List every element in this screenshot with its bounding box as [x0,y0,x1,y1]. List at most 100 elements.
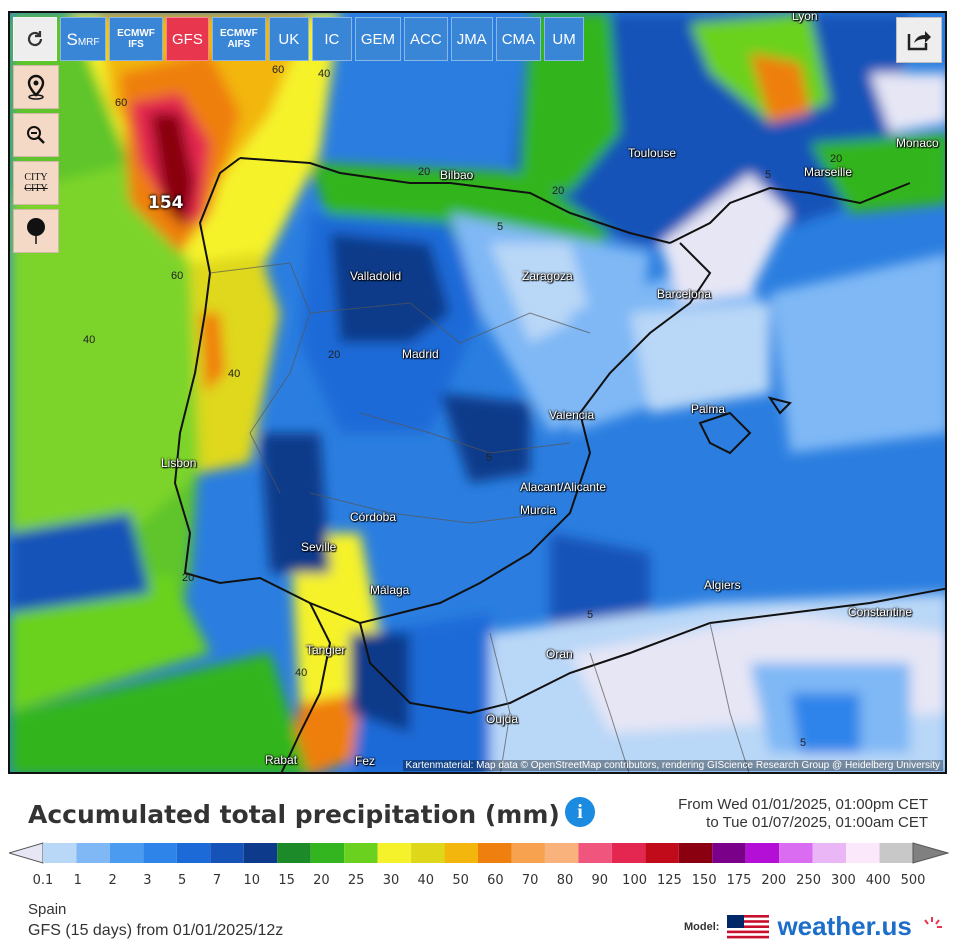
marker-button[interactable] [13,209,59,253]
legend-tick-label: 90 [591,873,609,888]
city-bilbao: Bilbao [440,168,474,182]
legend-tick-label: 2 [108,873,117,888]
legend-tick-label: 40 [417,873,435,888]
precipitation-map[interactable]: 154 60 40 60 60 40 20 20 5 5 20 20 40 5 … [8,11,947,774]
map-canvas [10,13,945,772]
contour-label: 40 [318,68,331,80]
chart-title: Accumulated total precipitation (mm) [28,800,560,829]
model-run-label: GFS (15 days) from 01/01/2025/12z [28,922,284,939]
refresh-button[interactable] [13,17,57,61]
contour-label: 5 [497,221,504,233]
forecast-period: From Wed 01/01/2025, 01:00pm CET to Tue … [678,796,928,832]
zoom-out-button[interactable] [13,113,59,157]
city-oran: Oran [546,647,573,661]
city-monaco: Monaco [896,136,939,150]
contour-label: 5 [765,169,772,181]
legend-tick-label: 125 [656,873,682,888]
legend-arrow-low [9,842,44,864]
legend-color-box [76,843,110,863]
refresh-icon [27,31,43,47]
city-toulouse: Toulouse [628,146,677,160]
legend-tick-label: 250 [796,873,822,888]
contour-label: 20 [830,153,843,165]
city-fes: Fez [355,754,376,768]
city-marseille: Marseille [804,165,853,179]
legend-tick-label: 150 [691,873,717,888]
model-button-um[interactable]: UM [544,17,585,61]
contour-label: 60 [115,97,128,109]
model-button-uk[interactable]: UK [268,17,309,61]
city-algiers: Algiers [704,578,741,592]
legend-tick-label: 500 [900,873,926,888]
legend-color-box [143,843,177,863]
legend-color-box [310,843,345,863]
legend-tick-label: 50 [452,873,469,888]
contour-label: 60 [272,64,285,76]
legend-color-box [812,843,847,863]
legend-tick-label: 15 [278,873,295,888]
legend-tick-label: 100 [622,873,648,888]
legend-color-box [745,843,780,863]
share-button[interactable] [896,17,942,63]
map-tools: CITY CITY [13,65,59,253]
share-icon [907,31,931,51]
contour-label: 20 [182,572,195,584]
model-button-acc[interactable]: ACC [404,17,448,61]
legend-color-box [846,843,880,863]
model-button-cma[interactable]: CMA [495,17,542,61]
city-madrid: Madrid [402,347,439,361]
city-alicante: Alacant/Alicante [520,480,607,494]
legend-color-box [176,843,211,863]
model-button-ic[interactable]: IC [311,17,352,61]
contour-label: 40 [228,368,241,380]
us-flag-icon [727,914,770,939]
city-lisbon: Lisbon [161,456,197,470]
contour-label: 5 [587,609,594,621]
legend-tick-label: 10 [243,873,261,888]
model-button-jma[interactable]: JMA [450,17,493,61]
model-label: Model: [684,920,720,933]
model-button-ecmwf-aifs[interactable]: ECMWF AIFS [211,17,266,61]
contour-label: 20 [328,349,341,361]
legend-color-box [712,843,746,863]
model-button-smrf[interactable]: S MRF [60,17,106,61]
legend-color-box [43,843,77,863]
legend-tick-label: 20 [313,873,330,888]
legend-tick-label: 25 [347,873,365,888]
brand-logo[interactable]: Model: weather.us [684,911,944,942]
max-value-label: 154 [148,193,184,213]
contour-label: 60 [171,270,184,282]
legend-color-box [645,843,679,863]
model-selector: S MRF ECMWF IFS GFS ECMWF AIFS UK IC GEM … [13,17,585,61]
city-murcia: Murcia [520,503,557,517]
legend-tick-label: 0.1 [32,873,54,888]
map-attribution: Kartenmaterial: Map data © OpenStreetMap… [402,760,943,771]
legend-tick-label: 5 [178,873,187,888]
map-pin-icon [27,74,45,100]
legend-tick-label: 60 [487,873,504,888]
city-cordoba: Córdoba [350,510,397,524]
city-seville: Seville [301,540,337,554]
sun-logo-icon [924,916,942,928]
city-rabat: Rabat [265,753,298,767]
zoom-out-icon [27,126,45,144]
color-legend [9,842,949,864]
legend-color-box [444,843,478,863]
model-button-ecmwf-ifs[interactable]: ECMWF IFS [109,17,163,61]
legend-tick-label: 175 [726,873,752,888]
model-button-gfs[interactable]: GFS [166,17,209,61]
legend-color-box [611,843,646,863]
legend-tick-label: 200 [761,873,787,888]
legend-color-box [678,843,713,863]
legend-arrow-high [912,842,949,864]
legend-color-box [377,843,412,863]
legend-color-box [277,843,311,863]
model-button-gem[interactable]: GEM [354,17,402,61]
legend-tick-label: 300 [830,873,856,888]
contour-label: 5 [800,737,807,749]
city-toggle-button[interactable]: CITY CITY [13,161,59,205]
location-button[interactable] [13,65,59,109]
city-oujda: Oujda [486,712,519,726]
city-malaga: Málaga [370,583,410,597]
info-icon[interactable]: i [565,797,595,827]
